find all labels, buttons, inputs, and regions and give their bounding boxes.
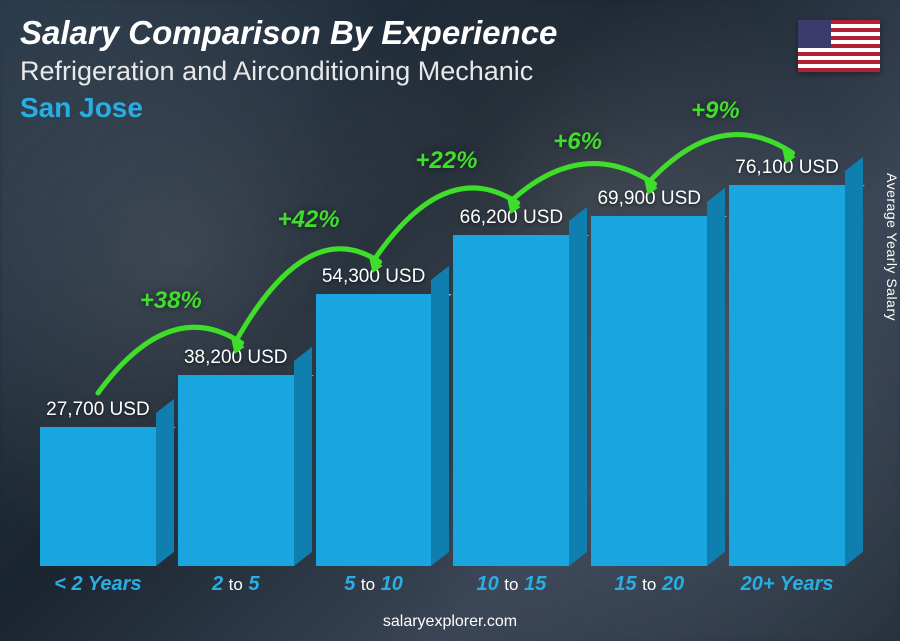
chart-subtitle: Refrigeration and Airconditioning Mechan… [20,56,533,87]
pct-increase-badge: +9% [691,97,740,125]
y-axis-label: Average Yearly Salary [884,173,900,321]
chart-location: San Jose [20,92,143,124]
bar [453,235,569,566]
bar [178,375,294,566]
bar-value-label: 66,200 USD [460,207,564,229]
pct-increase-badge: +42% [278,206,340,234]
footer-source: salaryexplorer.com [0,613,900,631]
bar-value-label: 38,200 USD [184,347,288,369]
bars-container: 27,700 USD 38,200 USD 54,300 USD 66,200 … [40,130,845,566]
bar-value-label: 69,900 USD [597,188,701,210]
x-label: 2 to 5 [178,573,294,596]
pct-increase-badge: +38% [140,287,202,315]
chart-area: 27,700 USD 38,200 USD 54,300 USD 66,200 … [40,130,845,596]
bar [316,294,432,566]
bar-col: 54,300 USD [316,266,432,566]
bar-value-label: 76,100 USD [735,157,839,179]
bar-col: 76,100 USD [729,157,845,566]
chart-title: Salary Comparison By Experience [20,14,557,52]
x-label: 10 to 15 [453,573,569,596]
infographic-canvas: Salary Comparison By Experience Refriger… [0,0,900,641]
x-label: 20+ Years [729,573,845,596]
bar-value-label: 27,700 USD [46,399,150,421]
x-label: 5 to 10 [316,573,432,596]
x-label: < 2 Years [40,573,156,596]
flag-icon [798,20,880,72]
bar [591,216,707,566]
bar-col: 27,700 USD [40,399,156,566]
bar-col: 69,900 USD [591,188,707,566]
x-label: 15 to 20 [591,573,707,596]
bar-col: 38,200 USD [178,347,294,566]
bar [40,427,156,566]
pct-increase-badge: +22% [415,147,477,175]
bar [729,185,845,566]
bar-col: 66,200 USD [453,207,569,566]
x-labels: < 2 Years 2 to 5 5 to 10 10 to 15 15 to 20 20… [40,573,845,596]
pct-increase-badge: +6% [553,128,602,156]
bar-value-label: 54,300 USD [322,266,426,288]
